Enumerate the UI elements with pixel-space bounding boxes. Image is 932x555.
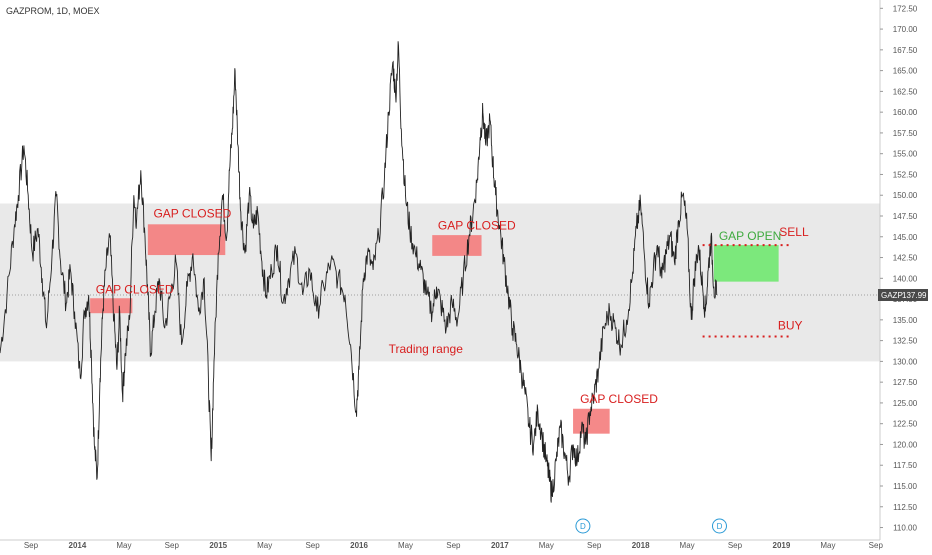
sell-label: SELL <box>779 225 809 239</box>
y-tick-label-24: 170.00 <box>893 25 918 34</box>
y-tick-label-15: 147.50 <box>893 212 918 221</box>
y-tick-label-0: 110.00 <box>893 524 917 533</box>
y-tick-label-22: 165.00 <box>893 67 918 76</box>
x-tick-label-5: May <box>257 541 272 550</box>
last-price-tag <box>878 289 928 302</box>
y-tick-label-7: 127.50 <box>893 378 918 387</box>
gap-closed-box-1 <box>90 298 133 314</box>
x-tick-label-14: May <box>680 541 695 550</box>
y-tick-label-19: 157.50 <box>893 129 918 138</box>
gap-closed-label-3: GAP CLOSED <box>438 218 516 232</box>
x-tick-label-7: 2016 <box>350 541 368 550</box>
y-tick-label-13: 142.50 <box>893 254 918 263</box>
y-tick-label-5: 122.50 <box>893 420 918 429</box>
symbol-title: GAZPROM, 1D, MOEX <box>6 6 100 16</box>
price-line <box>0 41 718 503</box>
x-tick-label-4: 2015 <box>209 541 227 550</box>
y-tick-label-16: 150.00 <box>893 191 918 200</box>
gap-closed-label-2: GAP CLOSED <box>153 207 231 221</box>
y-tick-label-23: 167.50 <box>893 46 918 55</box>
x-tick-label-9: Sep <box>446 541 461 550</box>
gap-closed-box-2 <box>147 224 226 256</box>
x-tick-label-0: Sep <box>24 541 39 550</box>
trading-range-label: Trading range <box>389 342 464 356</box>
x-tick-label-1: 2014 <box>69 541 87 550</box>
y-tick-label-6: 125.00 <box>893 399 918 408</box>
event-marker-1[interactable] <box>575 518 591 534</box>
y-tick-label-18: 155.00 <box>893 150 918 159</box>
x-tick-label-13: 2018 <box>632 541 650 550</box>
gap-closed-box-3 <box>432 235 482 256</box>
y-tick-label-8: 130.00 <box>893 357 918 366</box>
y-tick-label-1: 112.50 <box>893 503 917 512</box>
x-tick-label-2: May <box>116 541 131 550</box>
y-tick-label-20: 160.00 <box>893 108 918 117</box>
y-tick-label-12: 140.00 <box>893 274 918 283</box>
gap-closed-label-1: GAP CLOSED <box>96 282 174 296</box>
last-price-value: 137.99 <box>902 291 927 300</box>
buy-label: BUY <box>778 318 803 332</box>
x-tick-label-11: May <box>539 541 554 550</box>
event-marker-2[interactable] <box>711 518 727 534</box>
y-tick-label-9: 132.50 <box>893 337 918 346</box>
last-price-symbol: GAZP <box>881 291 903 300</box>
x-tick-label-18: Sep <box>869 541 884 550</box>
x-tick-label-3: Sep <box>165 541 180 550</box>
event-marker-label-1: D <box>580 522 586 531</box>
y-tick-label-25: 172.50 <box>893 4 918 13</box>
x-tick-label-17: May <box>820 541 835 550</box>
gap-open-box <box>713 245 779 282</box>
x-tick-label-6: Sep <box>305 541 320 550</box>
x-tick-label-16: 2019 <box>773 541 791 550</box>
y-tick-label-14: 145.00 <box>893 233 918 242</box>
x-tick-label-10: 2017 <box>491 541 509 550</box>
y-tick-label-17: 152.50 <box>893 170 918 179</box>
y-tick-label-21: 162.50 <box>893 87 918 96</box>
x-tick-label-15: Sep <box>728 541 743 550</box>
gap-closed-label-4: GAP CLOSED <box>580 392 658 406</box>
event-marker-label-2: D <box>717 522 723 531</box>
x-tick-label-8: May <box>398 541 413 550</box>
gap-open-label: GAP OPEN <box>719 229 781 243</box>
y-tick-label-3: 117.50 <box>893 461 917 470</box>
y-tick-label-2: 115.00 <box>893 482 917 491</box>
y-tick-label-10: 135.00 <box>893 316 918 325</box>
y-tick-label-4: 120.00 <box>893 440 918 449</box>
gap-closed-box-4 <box>573 408 610 434</box>
x-tick-label-12: Sep <box>587 541 602 550</box>
